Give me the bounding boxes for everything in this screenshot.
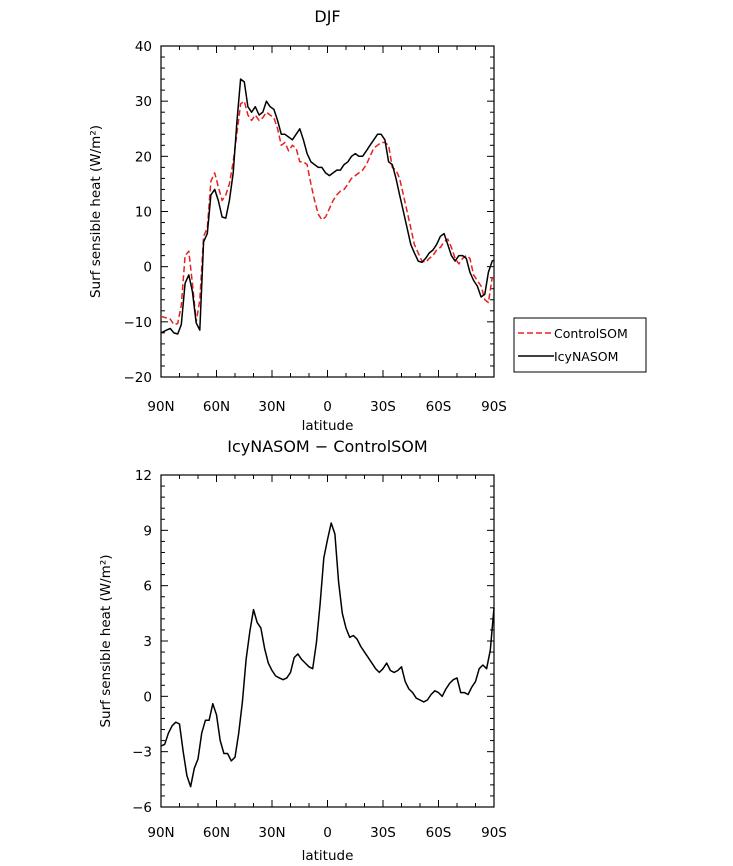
y-tick-label: 40 (135, 39, 152, 55)
chart-title: DJF (314, 7, 340, 26)
x-tick-label: 60S (426, 399, 452, 415)
plot-frame (160, 45, 495, 378)
y-tick-label: 30 (135, 94, 152, 110)
x-tick-label: 90S (481, 399, 507, 415)
y-tick-label: 9 (143, 523, 152, 539)
x-axis-label: latitude (302, 418, 354, 434)
x-tick-label: 30S (370, 399, 396, 415)
x-tick-label: 90S (481, 825, 507, 841)
legend: ControlSOM IcyNASOM (513, 317, 647, 373)
x-tick-label: 30S (370, 825, 396, 841)
y-tick-label: 0 (143, 689, 152, 705)
x-tick-label: 0 (323, 399, 332, 415)
y-tick-label: −20 (124, 370, 153, 386)
y-axis-label: Surf sensible heat (W/m²) (88, 125, 104, 298)
legend-label: IcyNASOM (554, 349, 618, 364)
x-tick-label: 60S (426, 825, 452, 841)
legend-label: ControlSOM (554, 326, 628, 341)
x-tick-label: 0 (323, 825, 332, 841)
legend-box (513, 317, 647, 373)
x-tick-label: 60N (203, 399, 230, 415)
x-tick-label: 30N (258, 825, 285, 841)
y-tick-label: −10 (124, 315, 153, 331)
x-tick-label: 90N (147, 825, 174, 841)
series-line-difference (160, 522, 495, 788)
top-panel-djf: DJF −20 −10 0 10 20 30 40 90N 60N 30N 0 30S 60S 90S lat… (88, 7, 647, 434)
y-tick-label: −6 (132, 800, 152, 816)
chart-title: IcyNASOM − ControlSOM (227, 437, 427, 456)
bottom-panel-difference: IcyNASOM − ControlSOM −6 −3 0 3 6 9 12 90N 60N 30N… (98, 437, 507, 864)
y-tick-label: 0 (143, 260, 152, 276)
x-tick-label: 90N (147, 399, 174, 415)
series-line-controlsom (160, 100, 495, 326)
y-axis-label: Surf sensible heat (W/m²) (98, 554, 114, 727)
series-line-icynasom (160, 78, 495, 335)
plot-frame (160, 474, 495, 808)
y-tick-label: 6 (143, 579, 152, 595)
y-tick-label: 3 (143, 634, 152, 650)
y-tick-label: 12 (135, 468, 152, 484)
y-tick-label: −3 (132, 745, 152, 761)
x-tick-label: 30N (258, 399, 285, 415)
x-axis-label: latitude (302, 848, 354, 864)
x-tick-label: 60N (203, 825, 230, 841)
y-tick-label: 10 (135, 205, 152, 221)
y-tick-label: 20 (135, 149, 152, 165)
